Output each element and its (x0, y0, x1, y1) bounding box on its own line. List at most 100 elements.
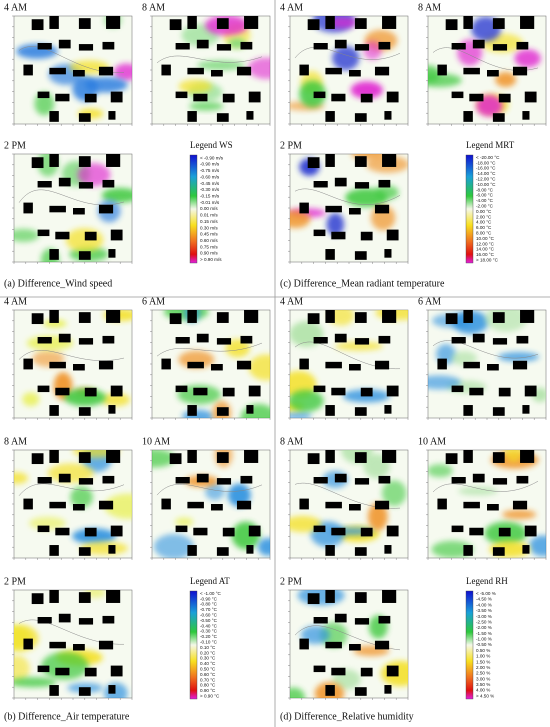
building (84, 667, 97, 677)
building (386, 665, 399, 677)
building (349, 364, 361, 371)
building (354, 44, 370, 51)
map-shade (428, 464, 453, 478)
building (110, 385, 123, 397)
map-field (290, 154, 408, 260)
building (492, 452, 505, 463)
building (196, 473, 209, 483)
building (187, 111, 197, 122)
building (469, 387, 484, 396)
map-field (156, 16, 270, 122)
building (382, 310, 397, 323)
legend-entry: -1.50 % (476, 631, 492, 636)
building (299, 64, 309, 76)
building (492, 338, 508, 345)
building (106, 450, 121, 463)
building (58, 333, 71, 343)
map-shade (205, 482, 225, 501)
legend-entry: -0.15 m/s (200, 194, 220, 199)
building (498, 93, 511, 103)
map-shade (41, 651, 89, 680)
map (288, 15, 409, 126)
legend-entry: -0.10 °C (200, 640, 218, 645)
map-shade (350, 81, 383, 99)
building (73, 504, 85, 511)
building (31, 19, 44, 31)
building (374, 204, 390, 214)
map-shade (152, 450, 176, 468)
panel-label: 8 AM (418, 2, 441, 13)
building (360, 527, 373, 537)
building (349, 644, 361, 651)
map-contour (156, 342, 263, 357)
building (325, 450, 335, 463)
building (98, 204, 114, 214)
building (378, 475, 391, 484)
building (58, 613, 71, 623)
building (349, 70, 361, 77)
legend-entry: < -0.90 m/s (200, 155, 224, 160)
building (463, 111, 473, 122)
building (325, 310, 335, 323)
map-field (290, 590, 408, 698)
map-field (14, 154, 132, 262)
legend-entry: 1.50 % (476, 659, 490, 664)
map (150, 15, 271, 126)
building (175, 385, 188, 393)
panel-label: 10 AM (142, 436, 170, 447)
building (49, 641, 66, 649)
building (248, 525, 261, 537)
building (334, 39, 347, 49)
building (78, 251, 91, 260)
map-field (428, 310, 546, 416)
building (524, 385, 537, 397)
legend-entry: 0.50 % (476, 648, 490, 653)
building (325, 685, 335, 696)
building (108, 405, 116, 414)
building (437, 498, 447, 510)
building (331, 387, 346, 396)
building (512, 360, 528, 370)
building (374, 66, 390, 76)
building (240, 41, 253, 50)
building (360, 387, 373, 397)
building (78, 452, 91, 463)
building (325, 154, 335, 167)
building (31, 313, 44, 325)
building (469, 527, 484, 536)
building (313, 229, 326, 237)
building (374, 500, 390, 510)
building (463, 67, 480, 75)
building (349, 208, 361, 215)
map (426, 309, 547, 420)
building (49, 361, 66, 369)
building (331, 231, 346, 240)
panel-label: 8 AM (4, 436, 27, 447)
building (451, 91, 464, 99)
building (520, 310, 535, 323)
building (334, 613, 347, 623)
building (78, 592, 91, 603)
building (58, 177, 71, 187)
building (31, 157, 44, 169)
building (37, 337, 52, 344)
legend-entry: -14.00 °C (476, 171, 496, 176)
legend-entry: 0.20 °C (200, 650, 216, 655)
building (244, 450, 259, 463)
building (307, 157, 320, 169)
building (522, 545, 530, 554)
building (445, 313, 458, 325)
legend-entry: 2.50 % (476, 671, 490, 676)
legend-entry: 10.00 °C (476, 236, 495, 241)
building (49, 590, 59, 603)
panel-label: 2 PM (4, 576, 26, 587)
building (73, 644, 85, 651)
map-shade (14, 228, 40, 242)
building (49, 67, 66, 75)
legend-bar (189, 154, 198, 264)
building (193, 93, 208, 102)
building (384, 685, 392, 694)
building (374, 360, 390, 370)
map (12, 309, 133, 420)
